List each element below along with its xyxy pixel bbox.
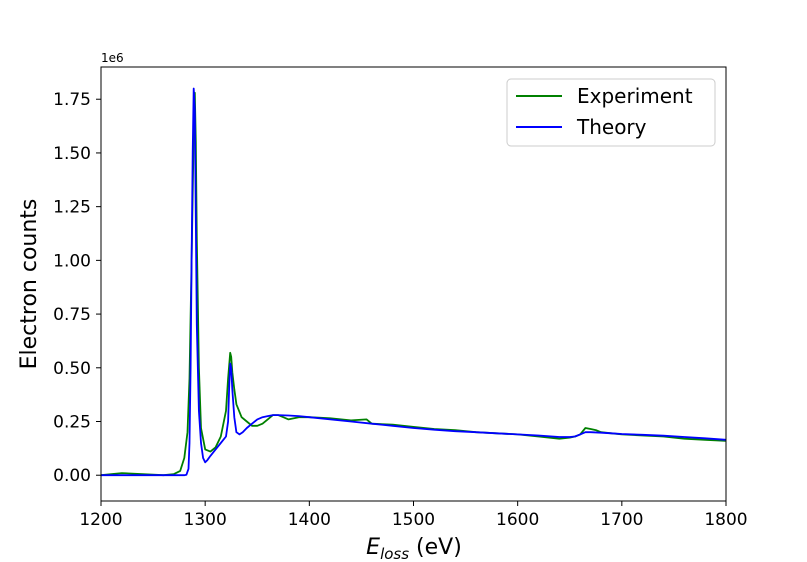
x-tick-label: 1300	[184, 510, 227, 530]
y-tick-label: 1.75	[53, 90, 91, 110]
y-tick-label: 0.25	[53, 413, 91, 433]
y-tick-label: 0.00	[53, 466, 91, 486]
axes-frame	[100, 66, 727, 502]
y-tick-label: 0.50	[53, 359, 91, 379]
x-tick-label: 1600	[496, 510, 539, 530]
x-tick-label: 1500	[392, 510, 435, 530]
y-tick-label: 1.00	[53, 251, 91, 271]
y-tick-label: 0.75	[53, 305, 91, 325]
legend-label-theory: Theory	[576, 115, 647, 139]
y-ticks: 0.00 0.25 0.50 0.75 1.00 1.25 1.50 1.75	[53, 90, 101, 486]
x-axis-label: Eloss (eV)	[366, 535, 462, 562]
y-axis-label: Electron counts	[17, 199, 42, 370]
y-multiplier-label: 1e6	[101, 51, 124, 65]
x-tick-label: 1700	[600, 510, 643, 530]
x-tick-label: 1400	[288, 510, 331, 530]
legend-label-experiment: Experiment	[577, 84, 693, 108]
legend: Experiment Theory	[506, 78, 716, 147]
x-tick-label: 1200	[79, 510, 122, 530]
plot-lines	[100, 87, 727, 477]
series-line-theory	[101, 87, 727, 477]
x-tick-label: 1800	[704, 510, 747, 530]
x-axis-label-unit: (eV)	[409, 535, 462, 560]
y-tick-label: 1.50	[53, 144, 91, 164]
x-axis-label-subscript: loss	[380, 545, 409, 562]
x-ticks: 1200 1300 1400 1500 1600 1700 1800	[79, 501, 748, 530]
x-axis-label-symbol: E	[366, 535, 380, 560]
y-tick-label: 1.25	[53, 198, 91, 218]
